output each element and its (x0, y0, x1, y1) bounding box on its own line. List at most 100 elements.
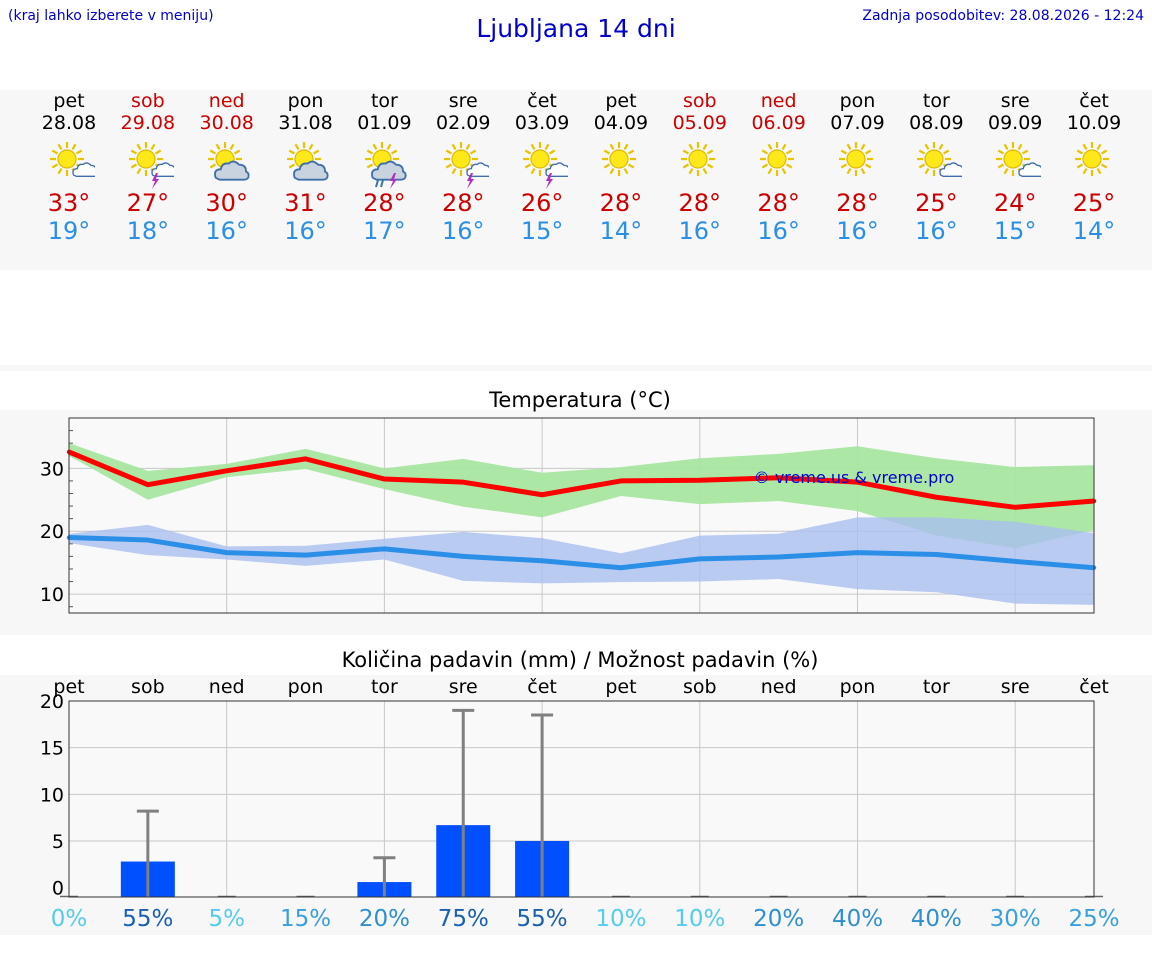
day-date: 05.09 (672, 112, 727, 134)
temperature-chart: 10 20 30 © vreme.us & vreme.pro (40, 417, 1097, 614)
x-tick-label: čet (527, 676, 557, 698)
precipitation-probability: 55% (517, 906, 568, 932)
data-point (145, 482, 151, 487)
max-temperature: 28° (441, 189, 485, 217)
data-point (776, 475, 781, 480)
min-temperature-line (68, 535, 1095, 571)
day-column: ned 30.08 30° 16° (187, 90, 267, 245)
data-point (776, 554, 781, 560)
data-point (461, 554, 466, 559)
min-temperature: 16° (441, 217, 485, 245)
day-column: sob 05.09 28° 16° (660, 90, 740, 245)
temperature-chart-title: Temperatura (°C) (489, 388, 671, 412)
precipitation-probability: 20% (359, 906, 410, 932)
y-tick-label: 20 (40, 691, 64, 713)
sun-thunder-icon (108, 137, 188, 189)
max-temperature: 25° (1072, 189, 1116, 217)
day-name: pet (605, 90, 637, 112)
data-point (934, 552, 939, 557)
min-temperature: 17° (363, 217, 406, 245)
day-date: 02.09 (436, 112, 491, 134)
x-tick-label: ned (209, 676, 245, 698)
x-tick-label: tor (371, 676, 398, 698)
min-temperature: 18° (126, 217, 170, 245)
min-temperature: 14° (1072, 217, 1116, 245)
day-date: 06.09 (751, 112, 806, 134)
day-column: ned 06.09 28° 16° (739, 90, 819, 245)
data-point (224, 468, 229, 474)
day-name: čet (527, 90, 557, 112)
precipitation-probability: 40% (911, 906, 962, 932)
x-tick-label: sre (449, 676, 478, 698)
plot-area (69, 701, 1094, 897)
day-name: sre (1000, 90, 1030, 112)
data-point (855, 479, 860, 485)
y-tick-label: 10 (40, 584, 64, 606)
sun-cloudy-icon (187, 137, 267, 189)
day-date: 28.08 (41, 112, 97, 134)
max-temperature: 25° (915, 189, 958, 217)
day-column: čet 10.09 25° 14° (1054, 90, 1134, 245)
day-name: sre (448, 90, 478, 112)
sun-cloudy-icon (266, 137, 346, 189)
plot-frame (68, 700, 1095, 898)
data-point (855, 550, 860, 555)
sun-icon (739, 137, 819, 189)
day-date: 10.09 (1066, 112, 1122, 134)
max-temperature: 27° (126, 189, 170, 217)
x-tick-label: tor (923, 676, 950, 698)
max-temperature: 26° (520, 189, 564, 217)
precipitation-probability: 20% (753, 906, 804, 932)
day-name: ned (760, 90, 797, 112)
sun-cloud-icon (975, 137, 1055, 189)
min-temperature: 14° (599, 217, 643, 245)
page-title: Ljubljana 14 dni (476, 14, 676, 43)
data-point (303, 552, 308, 558)
max-temperature: 31° (284, 189, 327, 217)
day-date: 30.08 (199, 112, 254, 134)
day-date: 09.09 (987, 112, 1043, 134)
day-name: čet (1079, 90, 1109, 112)
data-point (1013, 559, 1018, 564)
y-tick-label: 5 (52, 831, 64, 853)
data-point (1013, 505, 1018, 510)
y-tick-label: 15 (40, 738, 64, 760)
day-name: pet (53, 90, 85, 112)
max-temperature: 28° (599, 189, 643, 217)
max-temperature: 28° (363, 189, 406, 217)
day-date: 08.09 (909, 112, 964, 134)
precipitation-probability: 25% (1068, 906, 1119, 932)
min-temperature: 16° (757, 217, 800, 245)
day-column: sob 29.08 27° 18° (108, 90, 188, 245)
max-temperature: 24° (993, 189, 1037, 217)
location-menu-note[interactable]: (kraj lahko izberete v meniju) (8, 8, 214, 24)
precipitation-probability: 10% (674, 906, 725, 932)
y-tick-label: 10 (40, 784, 64, 806)
x-tick-label: pet (605, 676, 636, 698)
sun-thunder-icon (502, 137, 582, 189)
day-column: čet 03.09 26° 15° (502, 90, 582, 245)
precipitation-probability: 15% (280, 906, 331, 932)
data-point (934, 495, 939, 500)
x-tick-label: pet (53, 676, 84, 698)
max-temperature: 33° (47, 189, 91, 217)
data-point (382, 546, 387, 552)
max-temperature: 30° (205, 189, 248, 217)
precipitation-probability: 0% (51, 906, 88, 932)
day-column: pet 04.09 28° 14° (581, 90, 661, 245)
max-temperature-range (69, 443, 1095, 549)
sun-rain-thunder-icon (344, 137, 424, 189)
day-date: 03.09 (514, 112, 570, 134)
day-column: pon 07.09 28° 16° (818, 90, 898, 245)
day-date: 29.08 (120, 112, 176, 134)
data-point (618, 565, 624, 570)
data-point (145, 537, 151, 543)
sun-thunder-icon (423, 137, 503, 189)
min-temperature: 16° (205, 217, 248, 245)
data-point (461, 479, 466, 485)
y-tick-label: 0 (52, 878, 64, 900)
min-temperature-range (69, 517, 1095, 605)
min-temperature: 16° (836, 217, 879, 245)
min-temperature: 15° (993, 217, 1037, 245)
